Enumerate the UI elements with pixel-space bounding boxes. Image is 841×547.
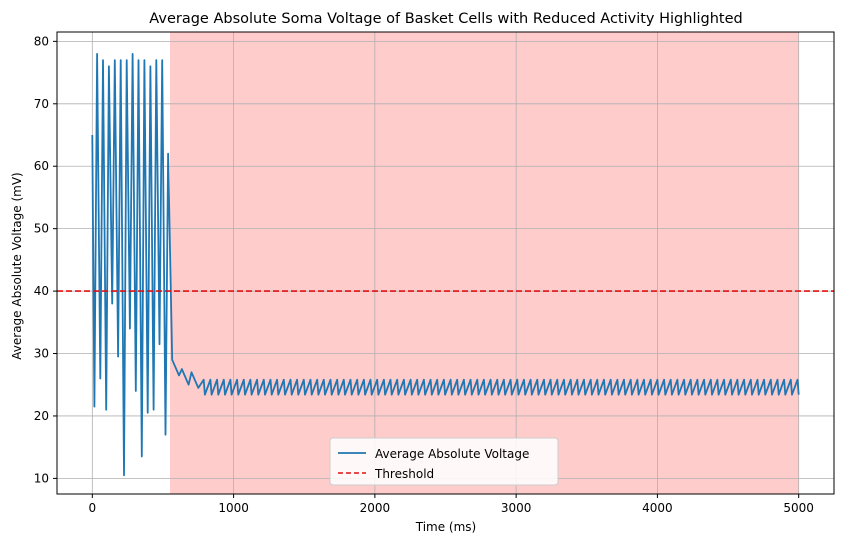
y-tick-label: 40 — [34, 284, 49, 298]
x-tick-label: 1000 — [218, 501, 249, 515]
legend-box — [329, 437, 559, 486]
tick-layer: 0 1000 2000 3000 4000 5000 10 20 30 40 50 60 70 80 — [34, 34, 814, 515]
y-tick-label: 60 — [34, 159, 49, 173]
x-axis-label: Time (ms) — [415, 520, 477, 534]
axes-layer — [56, 31, 835, 495]
x-tick-label: 3000 — [501, 501, 532, 515]
legend: Average Absolute Voltage Threshold — [329, 437, 559, 486]
x-tick-label: 2000 — [360, 501, 391, 515]
y-tick-label: 10 — [34, 471, 49, 485]
y-tick-label: 80 — [34, 34, 49, 48]
y-tick-label: 50 — [34, 222, 49, 236]
legend-threshold-label: Threshold — [374, 467, 434, 481]
highlight-region — [170, 32, 799, 494]
legend-series-label: Average Absolute Voltage — [375, 447, 529, 461]
x-tick-label: 4000 — [642, 501, 673, 515]
x-tick-label: 5000 — [783, 501, 814, 515]
series-layer — [91, 53, 800, 477]
y-tick-label: 70 — [34, 97, 49, 111]
y-tick-label: 20 — [34, 409, 49, 423]
x-tick-label: 0 — [88, 501, 96, 515]
y-tick-label: 30 — [34, 347, 49, 361]
highlight-region-layer — [170, 32, 799, 494]
plot-frame — [56, 31, 835, 495]
chart-title: Average Absolute Soma Voltage of Basket … — [149, 11, 742, 27]
y-axis-label: Average Absolute Voltage (mV) — [10, 172, 24, 359]
series-line-average-absolute-voltage — [91, 53, 800, 477]
